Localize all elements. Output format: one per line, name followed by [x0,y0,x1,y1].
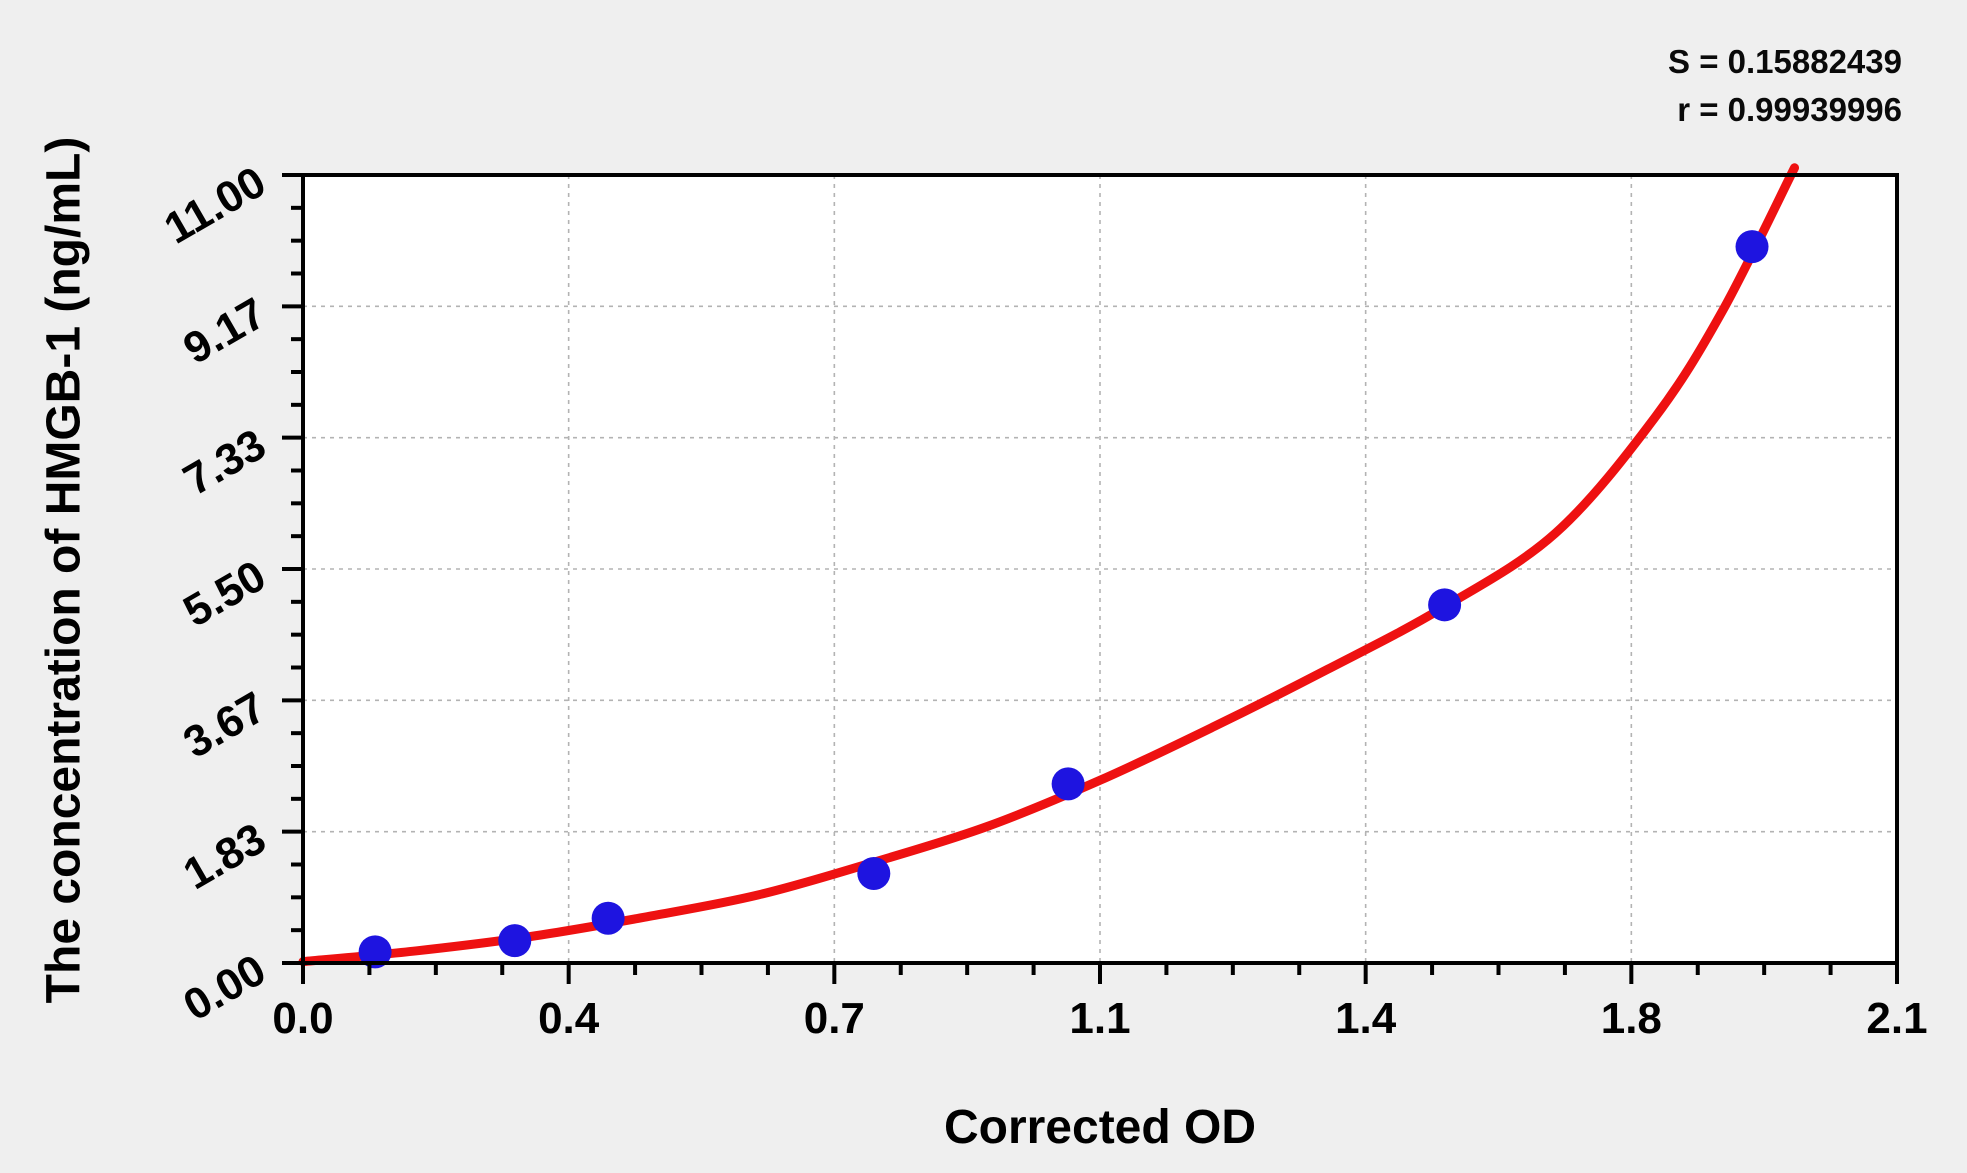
x-tick-label: 0.4 [538,994,600,1043]
data-point [498,924,532,958]
fit-statistics: S = 0.15882439 r = 0.99939996 [1668,38,1902,134]
x-tick-label: 1.1 [1069,994,1130,1043]
data-point [857,856,891,890]
y-tick-label: 7.33 [175,420,274,505]
plot-background [303,175,1897,963]
y-tick-label: 5.50 [175,551,274,636]
x-tick-label: 1.4 [1335,994,1397,1043]
data-point [1735,230,1769,264]
data-point [1051,767,1085,801]
y-tick-label: 3.67 [175,683,274,768]
data-point [358,935,392,969]
data-point [1428,588,1462,622]
y-tick-label: 0.00 [175,945,274,1030]
x-tick-label: 0.7 [804,994,865,1043]
y-tick-label: 9.17 [175,289,274,374]
x-tick-label: 0.0 [272,994,333,1043]
x-axis-title: Corrected OD [943,1101,1257,1154]
x-tick-label: 1.8 [1601,994,1662,1043]
fit-r-value: r = 0.99939996 [1677,91,1902,128]
fit-s-value: S = 0.15882439 [1668,43,1902,80]
y-tick-label: 1.83 [175,814,274,899]
y-tick-label: 11.00 [156,157,274,253]
data-point [591,901,625,935]
plot-frame [301,173,1899,965]
x-tick-label: 2.1 [1866,994,1927,1043]
fit-curve [298,163,1799,967]
